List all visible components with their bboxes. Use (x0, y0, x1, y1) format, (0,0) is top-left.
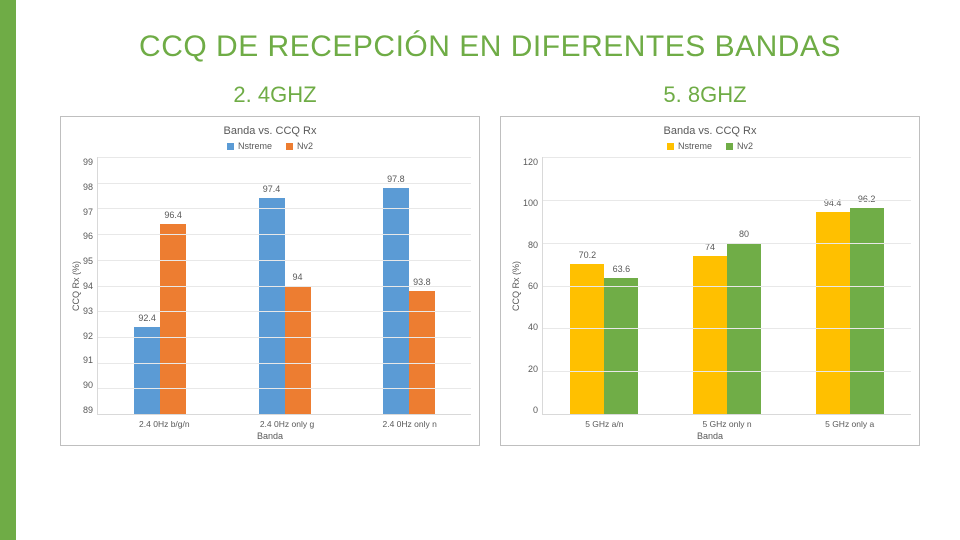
swatch-icon (286, 143, 293, 150)
ytick-label: 99 (83, 157, 93, 167)
gridline (98, 157, 471, 158)
chart-left: Banda vs. CCQ Rx Nstreme Nv2 CCQ Rx (%) … (60, 116, 480, 446)
ytick-label: 120 (523, 157, 538, 167)
legend-label: Nstreme (678, 141, 712, 151)
gridline (543, 243, 911, 244)
chart-right-legend: Nstreme Nv2 (509, 141, 911, 151)
ytick-label: 94 (83, 281, 93, 291)
charts-row: Banda vs. CCQ Rx Nstreme Nv2 CCQ Rx (%) … (60, 116, 920, 446)
swatch-icon (726, 143, 733, 150)
legend-item-nv2: Nv2 (286, 141, 313, 151)
ytick-label: 98 (83, 182, 93, 192)
bar-value-label: 96.4 (164, 210, 182, 220)
subtitle-left: 2. 4GHZ (60, 82, 490, 108)
legend-label: Nstreme (238, 141, 272, 151)
chart-right-plot: 70.263.6748094.496.2 (542, 157, 911, 415)
ytick-label: 60 (523, 281, 538, 291)
plot-wrap: CCQ Rx (%) 120 100 80 60 40 20 0 70.2 63.6 74 80 9… (509, 157, 911, 415)
bar-series-a: 97.8 (383, 188, 409, 414)
chart-left-ylabel: CCQ Rx (%) (69, 157, 83, 415)
legend-item-nstreme: Nstreme (667, 141, 712, 151)
xtick-label: 2.4 0Hz only n (348, 419, 471, 429)
bar-series-b: 94 (285, 286, 311, 415)
chart-left-title: Banda vs. CCQ Rx (69, 125, 471, 137)
chart-right-ylabel: CCQ Rx (%) (509, 157, 523, 415)
chart-left-xaxis: 2.4 0Hz b/g/n2.4 0Hz only g2.4 0Hz only … (69, 419, 471, 429)
ytick-label: 92 (83, 331, 93, 341)
ytick-label: 100 (523, 198, 538, 208)
gridline (543, 371, 911, 372)
chart-right-title: Banda vs. CCQ Rx (509, 125, 911, 137)
bar-value-label: 63.6 (613, 264, 631, 274)
bar-value-label: 94 (292, 272, 302, 282)
chart-left-xlabel: Banda (69, 431, 471, 441)
bar-series-a: 74 (693, 256, 727, 414)
gridline (98, 363, 471, 364)
bar-value-label: 80 (739, 229, 749, 239)
slide-title: CCQ DE RECEPCIÓN EN DIFERENTES BANDAS (60, 30, 920, 64)
chart-right-yaxis: 120 100 80 60 40 20 0 (523, 157, 542, 415)
gridline (98, 234, 471, 235)
gridline (543, 157, 911, 158)
slide-content: CCQ DE RECEPCIÓN EN DIFERENTES BANDAS 2.… (0, 0, 960, 466)
chart-left-legend: Nstreme Nv2 (69, 141, 471, 151)
ytick-label: 20 (523, 364, 538, 374)
xtick-label: 2.4 0Hz only g (226, 419, 349, 429)
gridline (98, 311, 471, 312)
legend-label: Nv2 (297, 141, 313, 151)
legend-item-nstreme: Nstreme (227, 141, 272, 151)
ytick-label: 40 (523, 322, 538, 332)
legend-item-nv2: Nv2 (726, 141, 753, 151)
swatch-icon (227, 143, 234, 150)
bar-value-label: 70.2 (579, 250, 597, 260)
ytick-label: 97 (83, 207, 93, 217)
bar-series-b: 63.6 (604, 278, 638, 414)
gridline (98, 260, 471, 261)
subtitle-right: 5. 8GHZ (490, 82, 920, 108)
bar-series-b: 96.2 (850, 208, 884, 414)
xtick-label: 5 GHz a/n (543, 419, 666, 429)
gridline (543, 200, 911, 201)
swatch-icon (667, 143, 674, 150)
chart-right: Banda vs. CCQ Rx Nstreme Nv2 CCQ Rx (%) … (500, 116, 920, 446)
xtick-label: 2.4 0Hz b/g/n (103, 419, 226, 429)
ytick-label: 89 (83, 405, 93, 415)
ytick-label: 93 (83, 306, 93, 316)
chart-left-yaxis: 99 98 97 96 95 94 93 92 91 90 89 (83, 157, 97, 415)
chart-left-plot: 92.496.497.49497.893.8 (97, 157, 471, 415)
gridline (98, 286, 471, 287)
subtitles-row: 2. 4GHZ 5. 8GHZ (60, 82, 920, 108)
bar-value-label: 92.4 (138, 313, 156, 323)
gridline (98, 388, 471, 389)
plot-wrap: CCQ Rx (%) 9998979695949392919089 92.496… (69, 157, 471, 415)
gridline (98, 183, 471, 184)
ytick-label: 95 (83, 256, 93, 266)
gridline (98, 208, 471, 209)
bar-series-b: 93.8 (409, 291, 435, 414)
xtick-label: 5 GHz only a (788, 419, 911, 429)
chart-right-xaxis: 5 GHz a/n5 GHz only n5 GHz only a (509, 419, 911, 429)
gridline (98, 337, 471, 338)
gridline (543, 328, 911, 329)
bar-series-a: 92.4 (134, 327, 160, 414)
bar-series-a: 97.4 (259, 198, 285, 414)
chart-right-xlabel: Banda (509, 431, 911, 441)
gridline (543, 286, 911, 287)
ytick-label: 90 (83, 380, 93, 390)
ytick-label: 96 (83, 231, 93, 241)
ytick-label: 91 (83, 355, 93, 365)
accent-bar (0, 0, 16, 540)
ytick-label: 0 (523, 405, 538, 415)
ytick-label: 80 (523, 240, 538, 250)
legend-label: Nv2 (737, 141, 753, 151)
bar-value-label: 97.4 (263, 184, 281, 194)
xtick-label: 5 GHz only n (666, 419, 789, 429)
bar-series-b: 96.4 (160, 224, 186, 414)
